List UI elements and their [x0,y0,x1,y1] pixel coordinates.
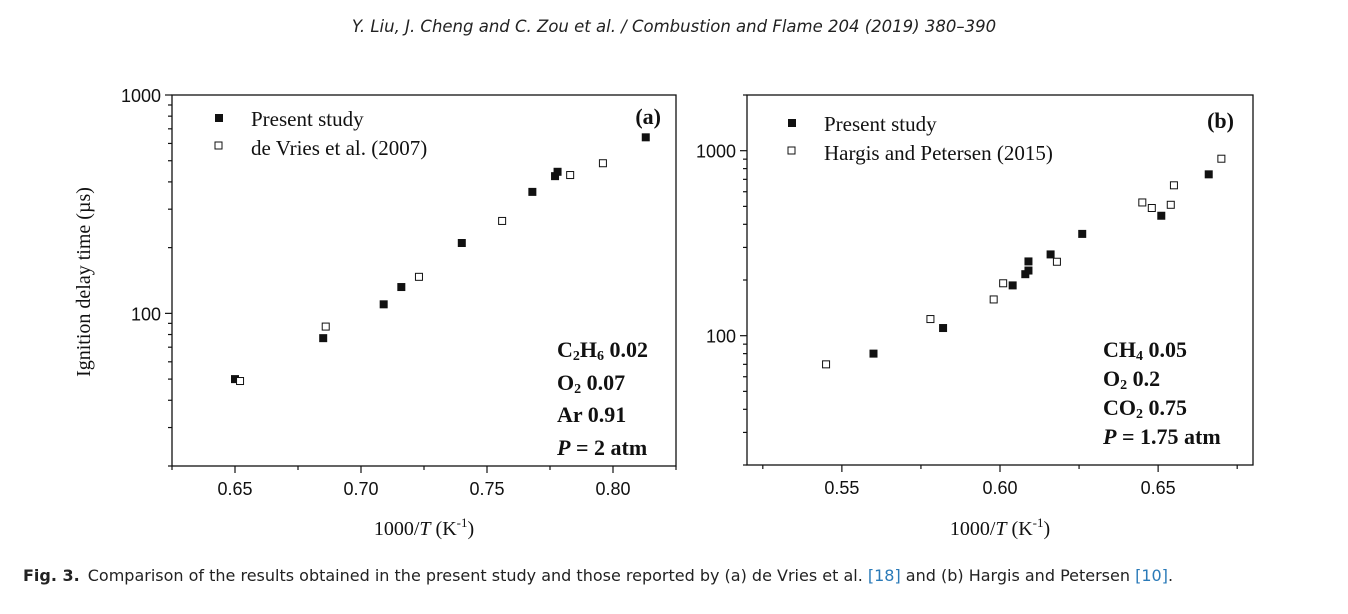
legend-entry-a-1: Present study [251,107,364,131]
chart-panel-a: 0.65 0.70 0.75 0.80 100 1000 Ignition delay t… [73,86,677,540]
caption-text: Comparison of the results obtained in th… [87,566,868,585]
annotation-a-4: P = 2 atm [556,435,647,460]
running-header: Y. Liu, J. Cheng and C. Zou et al. / Com… [351,17,997,36]
data-point-filled [1157,211,1166,220]
data-point-open [1138,198,1147,207]
x-tick-label: 0.80 [595,479,630,499]
annotation-a-3: Ar 0.91 [557,402,626,427]
y-tick-label: 1000 [121,86,161,106]
data-point-filled [319,334,328,343]
data-point-open [598,159,607,168]
x-tick-label: 0.65 [217,479,252,499]
y-tick-label: 100 [706,327,736,347]
annotation-b-4: P = 1.75 atm [1102,424,1221,449]
data-point-filled [1024,257,1033,266]
panel-label-a: (a) [635,104,661,129]
data-point-open [566,171,575,180]
figure-3: 0.65 0.70 0.75 0.80 100 1000 Ignition delay t… [73,86,1254,540]
data-point-open [1169,181,1178,190]
data-points-b [822,154,1226,369]
caption-label: Fig. 3. [23,566,80,585]
data-point-filled [231,375,239,384]
x-axis-label-b: 1000/T (K-1) [950,515,1050,540]
data-point-open [1217,154,1226,163]
axis-ticks-b: 0.55 0.60 0.65 100 1000 [696,94,1238,498]
figure-caption: Fig. 3. Comparison of the results obtaine… [23,566,1333,585]
x-tick-label: 0.60 [982,478,1017,498]
legend-entry-b-2: Hargis and Petersen (2015) [824,141,1053,165]
data-point-filled [457,239,466,248]
data-point-filled [641,133,650,142]
x-tick-label: 0.55 [824,478,859,498]
data-point-filled [1046,250,1055,259]
conditions-annotation-b: CH4 0.05 O2 0.2 CO2 0.75 P = 1.75 atm [1102,337,1221,449]
data-point-filled [397,283,406,292]
legend-entry-b-1: Present study [824,112,937,136]
annotation-b-1: CH4 0.05 [1103,337,1187,364]
legend-marker-open-a [214,141,223,150]
legend-entry-a-2: de Vries et al. (2007) [251,136,427,160]
data-point-open [236,377,245,386]
data-point-open [926,315,935,324]
chart-panel-b: 0.55 0.60 0.65 100 1000 1000/T (K-1) (b) Pre… [696,94,1254,540]
data-point-open [999,279,1008,288]
data-point-open [1147,204,1156,213]
data-point-filled [869,349,878,358]
data-point-open [414,272,423,281]
data-points-a [231,133,650,386]
conditions-annotation-a: C2H6 0.02 O2 0.07 Ar 0.91 P = 2 atm [556,337,648,460]
annotation-b-3: CO2 0.75 [1103,395,1187,422]
y-tick-label: 100 [131,304,161,324]
x-tick-label: 0.70 [343,479,378,499]
data-point-open [498,216,507,225]
data-point-open [822,360,831,369]
annotation-a-2: O2 0.07 [557,370,625,397]
caption-ref-10[interactable]: [10] [1135,566,1168,585]
legend-b: Present study Hargis and Petersen (2015) [787,112,1053,165]
x-tick-label: 0.65 [1141,478,1176,498]
y-axis-label-a: Ignition delay time (µs) [73,187,95,377]
caption-ref-18[interactable]: [18] [867,566,901,585]
data-point-filled [551,172,560,181]
data-point-open [321,322,330,331]
x-tick-label: 0.75 [469,479,504,499]
caption-text: and (b) Hargis and Petersen [900,566,1136,585]
data-point-filled [379,300,388,309]
data-point-filled [553,167,562,176]
caption-text: . [1167,566,1174,585]
data-point-filled [528,187,537,196]
legend-marker-filled-a [215,114,223,122]
series-reference-a [236,159,607,386]
legend-a: Present study de Vries et al. (2007) [214,107,427,160]
legend-marker-open-b [787,146,796,155]
series-present-study-a [231,133,650,384]
legend-marker-filled-b [788,119,796,127]
data-point-filled [1204,170,1213,179]
data-point-open [1052,257,1061,266]
data-point-open [1166,200,1175,209]
series-present-study-b [869,170,1213,358]
series-reference-b [822,154,1226,369]
data-point-filled [1078,229,1087,238]
y-tick-label: 1000 [696,142,736,162]
data-point-filled [939,324,948,333]
panel-label-b: (b) [1207,108,1234,133]
data-point-filled [1024,266,1033,275]
data-point-open [989,295,998,304]
data-point-filled [1008,281,1017,290]
annotation-a-1: C2H6 0.02 [557,337,648,364]
annotation-b-2: O2 0.2 [1103,366,1160,393]
x-axis-label-a: 1000/T (K-1) [374,515,474,540]
axis-ticks-a: 0.65 0.70 0.75 0.80 100 1000 [121,86,677,499]
